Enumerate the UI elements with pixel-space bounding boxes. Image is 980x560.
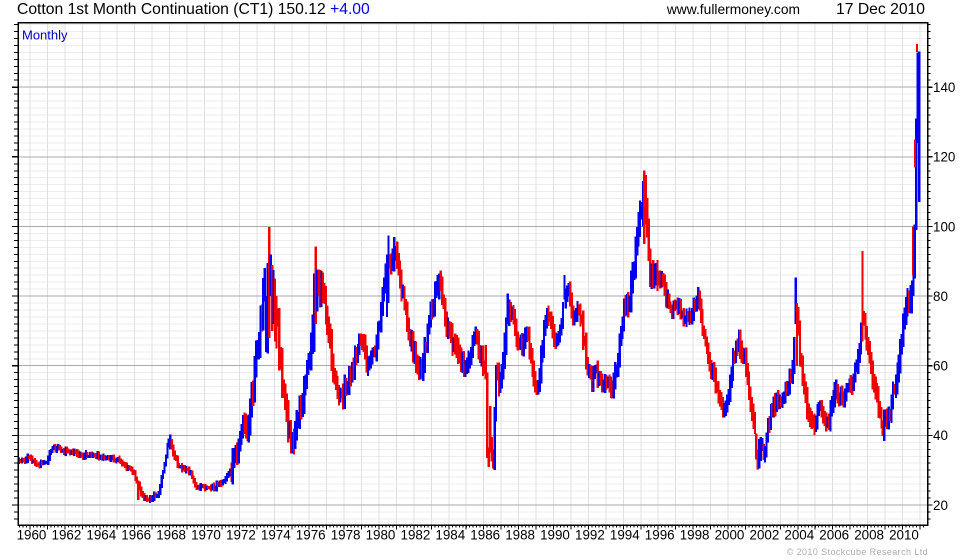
svg-text:2010: 2010: [889, 528, 919, 543]
svg-text:2000: 2000: [715, 528, 745, 543]
svg-text:1986: 1986: [470, 528, 500, 543]
svg-text:1984: 1984: [435, 528, 465, 543]
svg-text:1994: 1994: [610, 528, 640, 543]
svg-text:1960: 1960: [17, 528, 47, 543]
svg-text:1998: 1998: [680, 528, 710, 543]
svg-text:2006: 2006: [819, 528, 849, 543]
svg-text:2004: 2004: [784, 528, 814, 543]
svg-text:2008: 2008: [854, 528, 884, 543]
svg-text:1980: 1980: [366, 528, 396, 543]
svg-text:120: 120: [933, 150, 955, 165]
svg-text:1970: 1970: [191, 528, 221, 543]
svg-text:1988: 1988: [505, 528, 535, 543]
svg-text:40: 40: [933, 428, 948, 443]
svg-text:2002: 2002: [750, 528, 780, 543]
svg-text:© 2010 Stockcube Research Ltd: © 2010 Stockcube Research Ltd: [787, 547, 928, 557]
svg-text:1990: 1990: [540, 528, 570, 543]
svg-text:1962: 1962: [52, 528, 82, 543]
svg-text:20: 20: [933, 498, 948, 513]
svg-text:1978: 1978: [331, 528, 361, 543]
svg-text:1996: 1996: [645, 528, 675, 543]
svg-text:100: 100: [933, 219, 955, 234]
svg-text:1972: 1972: [226, 528, 256, 543]
svg-text:1966: 1966: [121, 528, 151, 543]
svg-text:1964: 1964: [86, 528, 116, 543]
svg-text:1974: 1974: [261, 528, 291, 543]
svg-text:1968: 1968: [156, 528, 186, 543]
svg-text:1976: 1976: [296, 528, 326, 543]
svg-text:80: 80: [933, 289, 948, 304]
svg-text:1992: 1992: [575, 528, 605, 543]
svg-text:Monthly: Monthly: [22, 28, 68, 43]
svg-text:1982: 1982: [401, 528, 431, 543]
svg-text:60: 60: [933, 359, 948, 374]
svg-text:140: 140: [933, 80, 955, 95]
